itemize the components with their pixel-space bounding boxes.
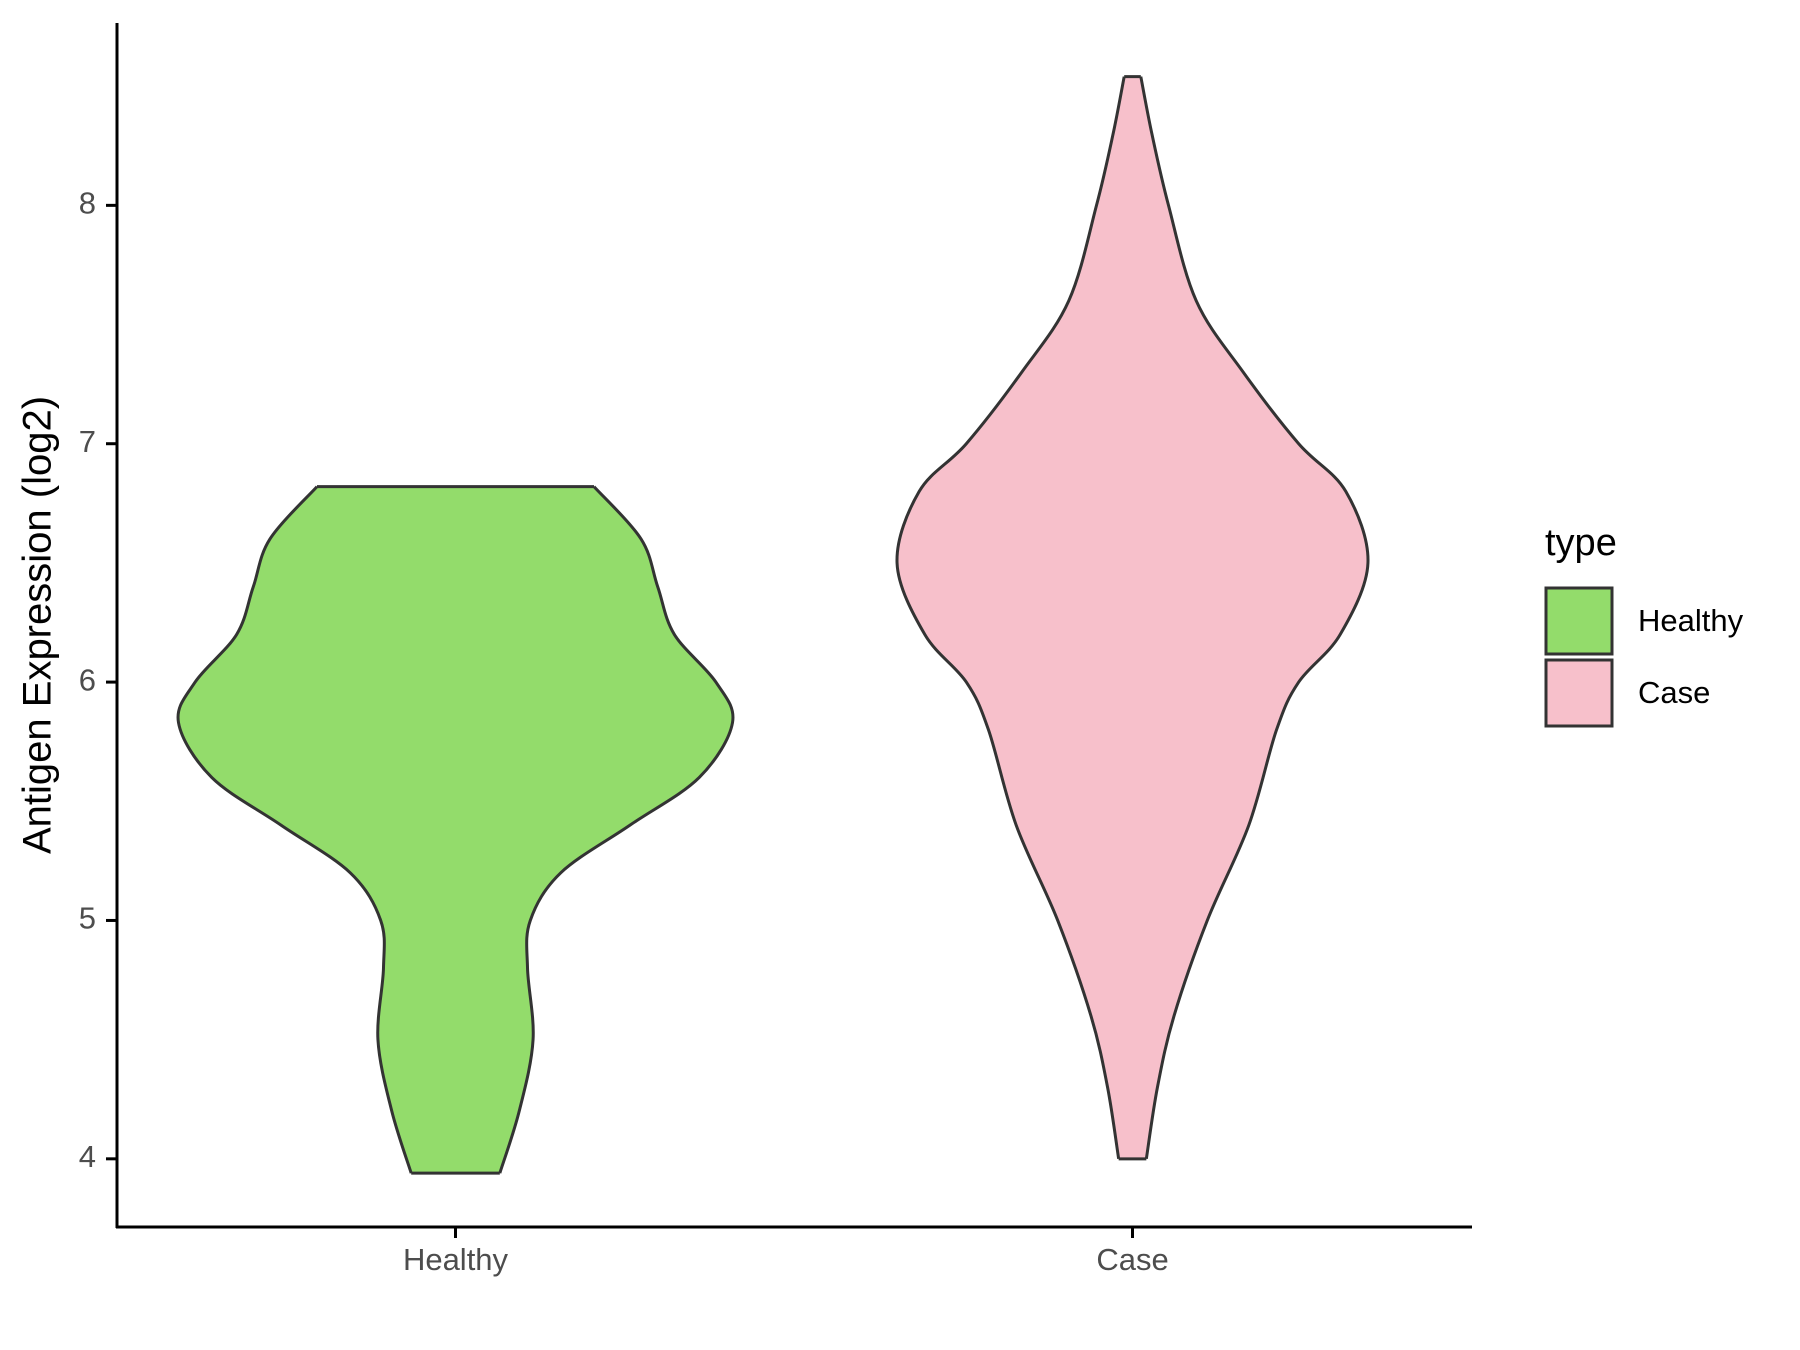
violin-left-edge — [176, 485, 413, 1174]
y-tick-label: 6 — [79, 662, 96, 697]
legend-key — [1544, 658, 1614, 728]
violin-right-edge — [1139, 76, 1370, 1160]
legend-title: type — [1545, 522, 1617, 564]
y-tick-label: 4 — [79, 1139, 96, 1174]
x-tick-label: Case — [1096, 1242, 1168, 1277]
legend-key — [1544, 586, 1614, 656]
y-tick-label: 8 — [79, 186, 96, 221]
legend-label: Case — [1638, 675, 1710, 710]
violin-left-edge — [895, 76, 1126, 1160]
violin-body — [896, 76, 1369, 1159]
y-tick-label: 5 — [79, 901, 96, 936]
y-tick-label: 7 — [79, 424, 96, 459]
y-axis-label: Antigen Expression (log2) — [16, 396, 60, 854]
violin-right-edge — [498, 485, 735, 1174]
legend-label: Healthy — [1638, 603, 1744, 638]
violin-body — [178, 486, 733, 1174]
x-tick-label: Healthy — [403, 1242, 509, 1277]
